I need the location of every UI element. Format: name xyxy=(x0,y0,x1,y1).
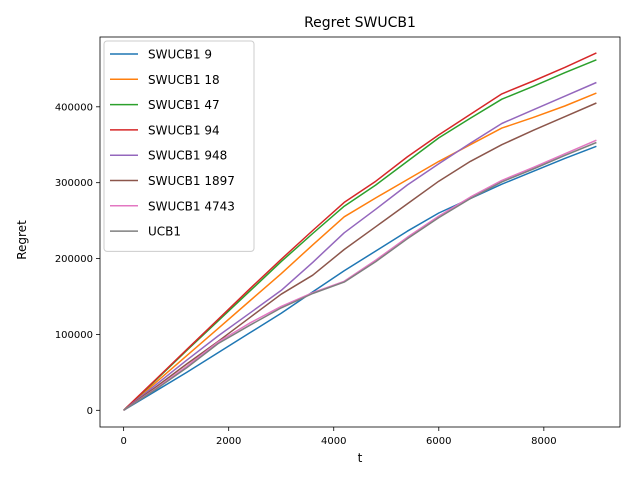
legend-label-5: SWUCB1 1897 xyxy=(148,174,235,188)
axes-layer: 0 2000 4000 6000 8000 0 100000 200000 300000 4000… xyxy=(55,36,621,447)
series-line-6 xyxy=(123,139,597,411)
x-tick-label-2: 4000 xyxy=(321,436,346,447)
legend-box xyxy=(103,40,255,252)
y-axis-label: Regret xyxy=(15,220,29,260)
chart-title: Regret SWUCB1 xyxy=(304,15,416,31)
series-line-4 xyxy=(123,81,597,411)
y-tick-label-0: 0 xyxy=(87,406,93,417)
legend-label-0: SWUCB1 9 xyxy=(148,48,212,62)
legend-label-4: SWUCB1 948 xyxy=(148,149,227,163)
legend: SWUCB1 9 SWUCB1 18 SWUCB1 47 SWUCB1 94 SWUCB… xyxy=(103,40,255,252)
series-line-7 xyxy=(123,141,597,411)
x-tick-label-0: 0 xyxy=(120,436,126,447)
x-tick-label-3: 6000 xyxy=(426,436,451,447)
series-layer xyxy=(123,52,597,411)
y-tick-label-4: 400000 xyxy=(55,102,93,113)
series-line-1 xyxy=(123,92,597,411)
plot-frame xyxy=(99,36,621,428)
legend-label-1: SWUCB1 18 xyxy=(148,73,220,87)
y-tick-label-3: 300000 xyxy=(55,178,93,189)
series-line-5 xyxy=(123,102,597,411)
series-line-2 xyxy=(123,59,597,411)
legend-label-3: SWUCB1 94 xyxy=(148,123,220,137)
y-tick-label-2: 200000 xyxy=(55,254,93,265)
x-axis-label: t xyxy=(358,451,363,465)
legend-label-7: UCB1 xyxy=(148,225,181,239)
x-tick-label-4: 8000 xyxy=(531,436,556,447)
series-line-0 xyxy=(123,145,597,411)
legend-label-6: SWUCB1 4743 xyxy=(148,199,235,213)
legend-label-2: SWUCB1 47 xyxy=(148,98,220,112)
x-tick-label-1: 2000 xyxy=(216,436,241,447)
y-tick-label-1: 100000 xyxy=(55,330,93,341)
series-line-3 xyxy=(123,52,597,411)
